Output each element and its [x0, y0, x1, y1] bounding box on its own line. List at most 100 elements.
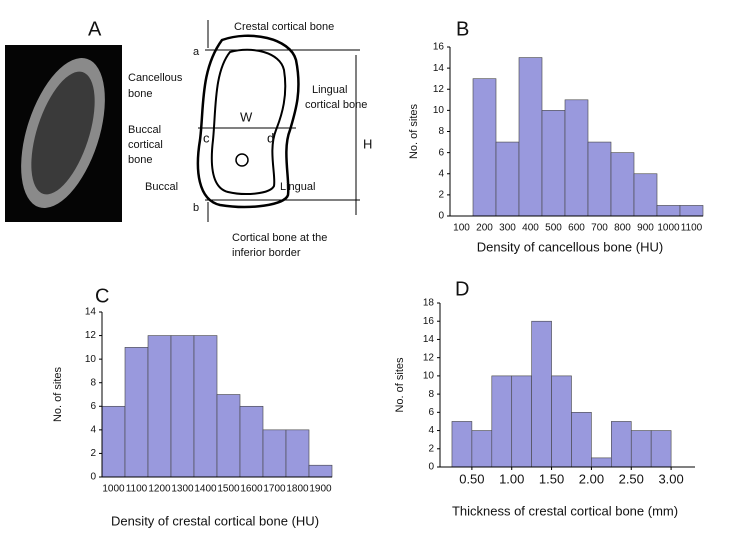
bar [101, 405, 126, 478]
x-tick-label: 1600 [240, 484, 263, 495]
y-tick-label: 0 [90, 472, 96, 483]
x-tick-label: 400 [522, 223, 539, 234]
panel-letter: C [95, 285, 109, 307]
bar [587, 141, 612, 217]
y-axis-title: No. of sites [52, 366, 64, 422]
y-tick-label: 4 [428, 425, 434, 436]
outer-outline [196, 34, 300, 209]
y-tick-label: 14 [433, 63, 445, 74]
bar [531, 320, 552, 468]
bar [193, 335, 218, 478]
bar [491, 375, 513, 468]
label: d [267, 130, 274, 145]
panel-letter: B [456, 18, 469, 40]
y-tick-label: 6 [428, 407, 434, 418]
x-tick-label: 2.00 [579, 471, 604, 486]
x-tick-label: 1000 [657, 223, 680, 234]
label: cortical [128, 139, 163, 151]
y-axis-title: No. of sites [394, 357, 406, 413]
x-tick-label: 1.50 [539, 471, 564, 486]
bar [611, 421, 632, 468]
y-tick-label: 10 [433, 105, 445, 116]
x-tick-label: 1000 [102, 484, 125, 495]
canal [235, 153, 249, 167]
x-tick-label: 1900 [309, 484, 332, 495]
x-tick-label: 500 [545, 223, 562, 234]
x-axis-title: Thickness of crestal cortical bone (mm) [452, 503, 678, 518]
x-tick-label: 1400 [194, 484, 217, 495]
x-tick-label: 1800 [286, 484, 309, 495]
panel-a: A Crestal cortical bone a Cancellous bon… [5, 18, 372, 259]
bar [610, 152, 635, 217]
y-tick-label: 0 [428, 462, 434, 473]
bar [239, 405, 264, 478]
y-tick-label: 10 [85, 354, 97, 365]
x-tick-label: 600 [568, 223, 585, 234]
bar [551, 375, 572, 468]
bar [285, 429, 310, 478]
x-tick-label: 200 [476, 223, 493, 234]
label: Buccal [145, 181, 178, 193]
x-tick-label: 300 [499, 223, 516, 234]
y-tick-label: 12 [85, 330, 97, 341]
x-tick-label: 700 [591, 223, 608, 234]
y-tick-label: 2 [428, 443, 434, 454]
x-tick-label: 1200 [148, 484, 171, 495]
y-tick-label: 12 [423, 352, 435, 363]
x-tick-label: 1500 [217, 484, 240, 495]
y-tick-label: 14 [423, 334, 435, 345]
x-tick-label: 1100 [126, 484, 148, 495]
label: W [240, 109, 253, 124]
x-tick-label: 1.00 [499, 471, 524, 486]
label: cortical bone [305, 99, 367, 111]
x-tick-label: 800 [614, 223, 631, 234]
bar [656, 205, 681, 217]
bar [471, 430, 493, 468]
bar [591, 457, 612, 468]
bar [571, 412, 592, 468]
y-axis-title: No. of sites [408, 103, 420, 159]
label: bone [128, 88, 152, 100]
bar [495, 141, 520, 217]
y-tick-label: 0 [438, 211, 444, 222]
label: H [363, 136, 372, 151]
y-tick-label: 8 [428, 389, 434, 400]
x-tick-label: 2.50 [619, 471, 644, 486]
y-tick-label: 10 [423, 371, 435, 382]
x-tick-label: 100 [453, 223, 470, 234]
x-tick-label: 1300 [171, 484, 194, 495]
label: inferior border [232, 247, 301, 259]
bar [472, 78, 497, 217]
label: b [193, 202, 199, 214]
y-tick-label: 2 [438, 190, 444, 201]
bar [633, 173, 658, 217]
bar [124, 347, 149, 478]
bar [308, 464, 333, 478]
bar [679, 205, 704, 217]
x-tick-label: 1700 [263, 484, 286, 495]
label: Crestal cortical bone [234, 21, 334, 33]
y-tick-label: 4 [438, 168, 444, 179]
label: c [203, 130, 210, 145]
x-tick-label: 900 [637, 223, 654, 234]
panel-letter: D [455, 278, 469, 300]
y-tick-label: 18 [423, 298, 435, 309]
label: Lingual [280, 181, 315, 193]
y-tick-label: 6 [90, 401, 96, 412]
bar [147, 335, 172, 478]
y-tick-label: 8 [438, 126, 444, 137]
bar [650, 430, 672, 468]
x-axis-title: Density of crestal cortical bone (HU) [111, 513, 319, 528]
label: Lingual [312, 84, 347, 96]
y-tick-label: 16 [433, 42, 445, 53]
y-tick-label: 14 [85, 307, 97, 318]
bar [262, 429, 287, 478]
y-tick-label: 6 [438, 147, 444, 158]
bar [541, 110, 566, 217]
y-tick-label: 16 [423, 316, 435, 327]
bar [630, 430, 652, 468]
x-tick-label: 3.00 [658, 471, 683, 486]
ct-cancellous [31, 71, 95, 195]
label: a [193, 46, 200, 58]
